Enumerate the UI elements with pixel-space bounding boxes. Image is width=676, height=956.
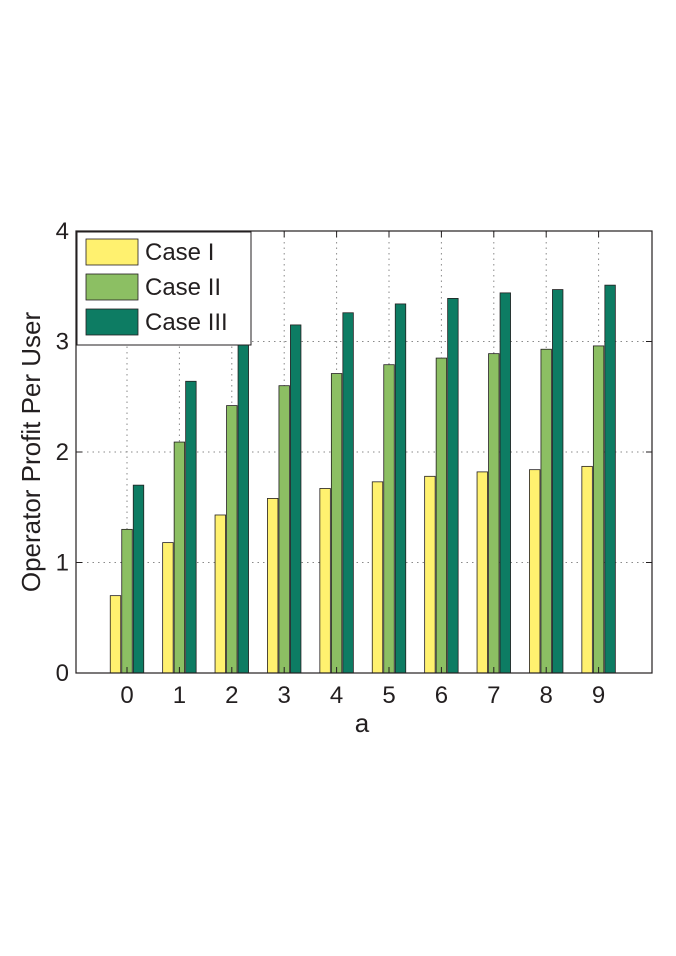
bar-case-i-7 (476, 471, 488, 674)
x-tick-label: 0 (120, 682, 133, 709)
x-tick-labels: 0 1 2 3 4 5 6 7 8 9 (120, 682, 605, 709)
legend-label: Case II (145, 274, 221, 301)
bar-case-ii-4 (330, 373, 343, 674)
bar-case-iii-3 (290, 324, 302, 674)
x-tick-label: 6 (435, 682, 448, 709)
bar-case-i-9 (581, 465, 593, 674)
y-tick-label: 1 (56, 550, 69, 577)
x-tick-label: 8 (540, 682, 553, 709)
bar-case-ii-8 (540, 348, 552, 674)
legend-label: Case I (145, 239, 214, 266)
y-tick-label: 3 (56, 329, 69, 356)
x-tick-label: 1 (173, 682, 186, 709)
legend: Case I Case II Case III (76, 231, 252, 346)
bar-case-i-1 (162, 542, 174, 674)
bar-case-i-2 (214, 514, 226, 674)
bar-case-ii-2 (226, 405, 238, 674)
y-tick-label: 0 (56, 660, 69, 687)
x-tick-label: 3 (278, 682, 291, 709)
bar-case-i-5 (371, 481, 384, 674)
legend-label: Case III (145, 309, 228, 336)
bar-case-i-4 (319, 488, 331, 674)
x-tick-label: 4 (330, 682, 343, 709)
x-tick-label: 7 (487, 682, 500, 709)
bar-case-ii-3 (278, 385, 290, 674)
bar-case-i-6 (424, 475, 436, 674)
bar-case-ii-7 (488, 353, 500, 674)
bar-case-iii-4 (342, 312, 354, 674)
x-tick-label: 5 (382, 682, 395, 709)
bar-case-iii-8 (552, 289, 564, 674)
bar-case-iii-2 (237, 341, 249, 674)
legend-swatch (85, 238, 139, 266)
bar-case-iii-1 (185, 380, 197, 674)
bar-case-iii-6 (447, 298, 459, 674)
y-tick-label: 2 (56, 439, 69, 466)
bar-case-i-3 (267, 498, 279, 674)
y-tick-labels: 0 1 2 3 4 (56, 218, 69, 687)
bar-case-ii-1 (173, 441, 186, 674)
x-axis-label: a (355, 708, 370, 738)
y-axis-label: Operator Profit Per User (16, 312, 46, 593)
x-tick-label: 2 (225, 682, 238, 709)
bar-case-iii-0 (132, 484, 145, 674)
bar-case-ii-9 (592, 345, 605, 674)
y-tick-label: 4 (56, 218, 69, 245)
bars (109, 284, 616, 674)
bar-case-ii-6 (435, 357, 448, 674)
bar-case-iii-5 (394, 303, 407, 674)
bar-case-i-8 (529, 469, 541, 674)
bar-case-iii-9 (604, 284, 616, 674)
bar-case-ii-0 (121, 528, 133, 674)
ticks (76, 230, 652, 674)
legend-swatch (85, 308, 139, 336)
bar-case-i-0 (109, 595, 122, 674)
bar-case-iii-7 (499, 292, 511, 674)
legend-swatch (85, 273, 139, 301)
x-tick-label: 9 (592, 682, 605, 709)
bar-case-ii-5 (383, 364, 395, 674)
